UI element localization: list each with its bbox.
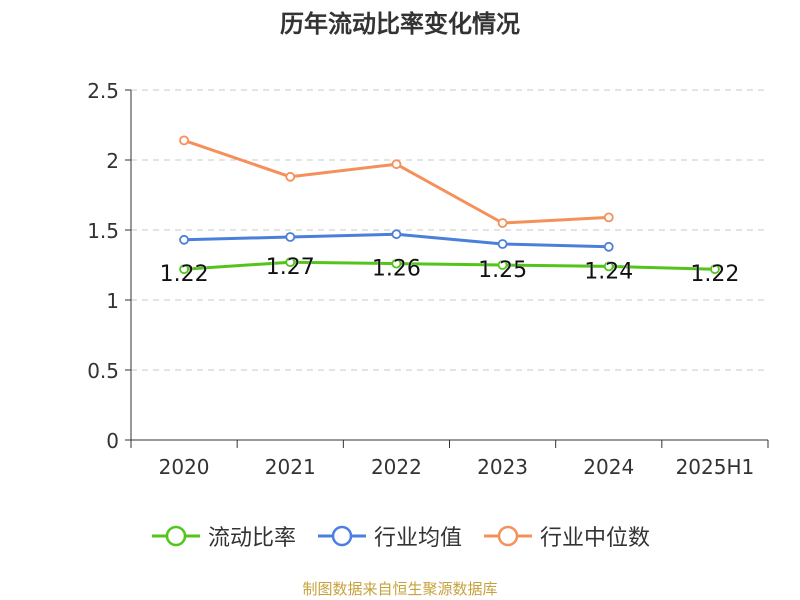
data-label: 1.24 bbox=[584, 259, 633, 284]
data-point bbox=[179, 135, 189, 146]
data-point bbox=[497, 239, 508, 249]
x-tick-label: 2021 bbox=[265, 455, 316, 479]
legend-label: 行业中位数 bbox=[540, 526, 651, 551]
legend-label: 行业均值 bbox=[373, 526, 462, 551]
grid-layer bbox=[131, 89, 768, 371]
legend-label: 流动比率 bbox=[207, 526, 296, 551]
series-layer bbox=[179, 135, 720, 275]
data-point bbox=[603, 241, 614, 252]
data-point bbox=[285, 232, 296, 242]
data-label: 1.25 bbox=[478, 258, 527, 283]
data-point bbox=[285, 171, 296, 182]
data-point bbox=[603, 212, 614, 223]
source-note: 制图数据来自恒生聚源数据库 bbox=[302, 580, 498, 598]
legend-item[interactable]: 行业中位数 bbox=[482, 520, 650, 552]
x-tick-label: 2022 bbox=[371, 455, 422, 479]
data-point bbox=[497, 260, 508, 270]
x-tick-label: 2025H1 bbox=[676, 455, 755, 479]
series-line bbox=[182, 260, 717, 271]
line-chart: 0 0.5 1 1.5 2 2.5 2020 2021 2022 2023 2024 2025H1 1… bbox=[87, 79, 769, 479]
data-label: 1.27 bbox=[266, 255, 315, 280]
legend-marker-icon bbox=[484, 525, 532, 547]
data-point bbox=[391, 229, 402, 240]
y-tick-label: 1 bbox=[106, 289, 119, 313]
data-point bbox=[391, 159, 402, 170]
legend-item[interactable]: 流动比率 bbox=[150, 520, 296, 552]
y-tick-label: 0 bbox=[106, 429, 119, 453]
data-label: 1.22 bbox=[690, 262, 739, 287]
legend-item[interactable]: 行业均值 bbox=[316, 520, 462, 552]
data-label: 1.26 bbox=[372, 257, 421, 282]
legend-marker-icon bbox=[151, 525, 200, 547]
x-tick-label: 2020 bbox=[159, 455, 210, 479]
x-tick-label: 2023 bbox=[477, 455, 528, 479]
data-point bbox=[497, 218, 508, 228]
legend: 流动比率 行业均值 行业中位数 bbox=[0, 518, 800, 554]
data-point bbox=[179, 234, 189, 245]
axis-layer: 0 0.5 1 1.5 2 2.5 2020 2021 2022 2023 2024 2025H1 bbox=[87, 79, 769, 479]
series-line bbox=[182, 138, 611, 225]
chart-title: 历年流动比率变化情况 bbox=[280, 10, 520, 38]
data-point bbox=[710, 264, 720, 275]
data-point bbox=[179, 264, 189, 275]
data-label-layer: 1.22 1.27 1.26 1.25 1.24 1.22 bbox=[159, 255, 739, 288]
y-tick-label: 2.5 bbox=[87, 79, 119, 103]
x-tick-label: 2024 bbox=[583, 455, 634, 479]
data-point bbox=[603, 261, 614, 272]
data-label: 1.22 bbox=[160, 262, 209, 287]
y-tick-label: 1.5 bbox=[87, 219, 119, 243]
data-point bbox=[391, 258, 402, 269]
y-tick-label: 0.5 bbox=[87, 359, 119, 383]
data-point bbox=[285, 257, 296, 268]
y-tick-label: 2 bbox=[106, 149, 119, 173]
legend-marker-icon bbox=[317, 525, 366, 547]
